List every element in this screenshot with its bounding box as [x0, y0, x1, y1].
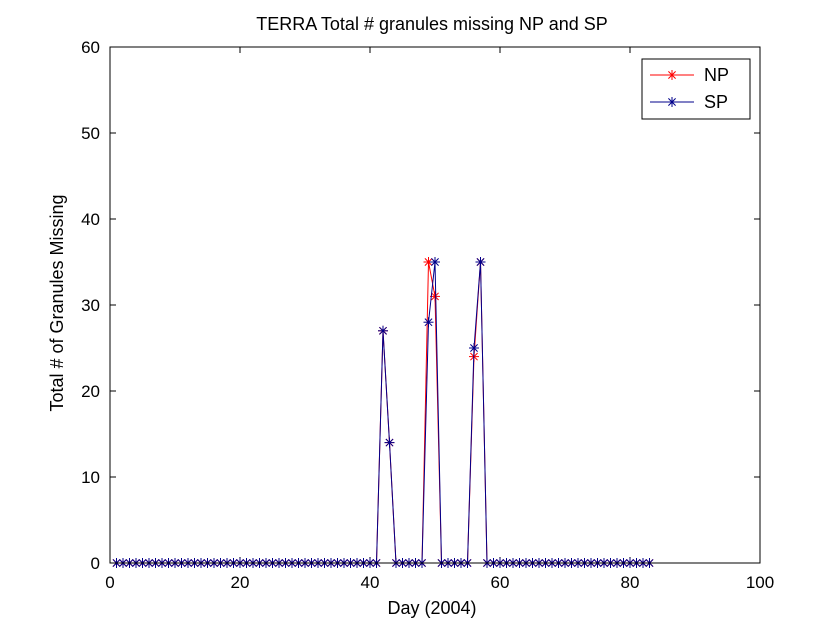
legend-label-np: NP [704, 65, 729, 85]
x-tick-label: 0 [105, 573, 114, 592]
legend-marker-sp [667, 97, 677, 107]
legend-asterisk-np [667, 70, 677, 80]
legend-marker-np [667, 70, 677, 80]
y-tick-label: 30 [81, 296, 100, 315]
y-tick-label: 10 [81, 468, 100, 487]
y-tick-label: 40 [81, 210, 100, 229]
x-tick-label: 40 [361, 573, 380, 592]
legend-box [641, 58, 751, 120]
y-tick-label: 60 [81, 38, 100, 57]
x-tick-label: 60 [491, 573, 510, 592]
y-axis-ticks: 0 10 20 30 40 50 60 [81, 38, 760, 573]
x-axis-title: Day (2004) [387, 598, 476, 618]
y-tick-label: 0 [91, 554, 100, 573]
data-point-sp [469, 343, 479, 353]
x-axis-ticks: 0 20 40 60 80 100 [105, 47, 774, 592]
data-point-sp [430, 257, 440, 267]
data-point-sp [384, 437, 395, 448]
chart-title: TERRA Total # granules missing NP and SP [256, 14, 608, 34]
data-point-sp [378, 325, 388, 336]
x-tick-label: 20 [231, 573, 250, 592]
data-point-sp [423, 317, 434, 328]
y-tick-label: 20 [81, 382, 100, 401]
legend-label-sp: SP [704, 92, 728, 112]
y-tick-label: 50 [81, 124, 100, 143]
x-tick-label: 80 [621, 573, 640, 592]
x-tick-label: 100 [746, 573, 774, 592]
y-axis-title: Total # of Granules Missing [47, 194, 67, 411]
data-point-sp [475, 257, 486, 267]
legend: NP SP [641, 58, 751, 120]
plot-frame [109, 46, 761, 564]
legend-asterisk-sp [667, 97, 677, 107]
